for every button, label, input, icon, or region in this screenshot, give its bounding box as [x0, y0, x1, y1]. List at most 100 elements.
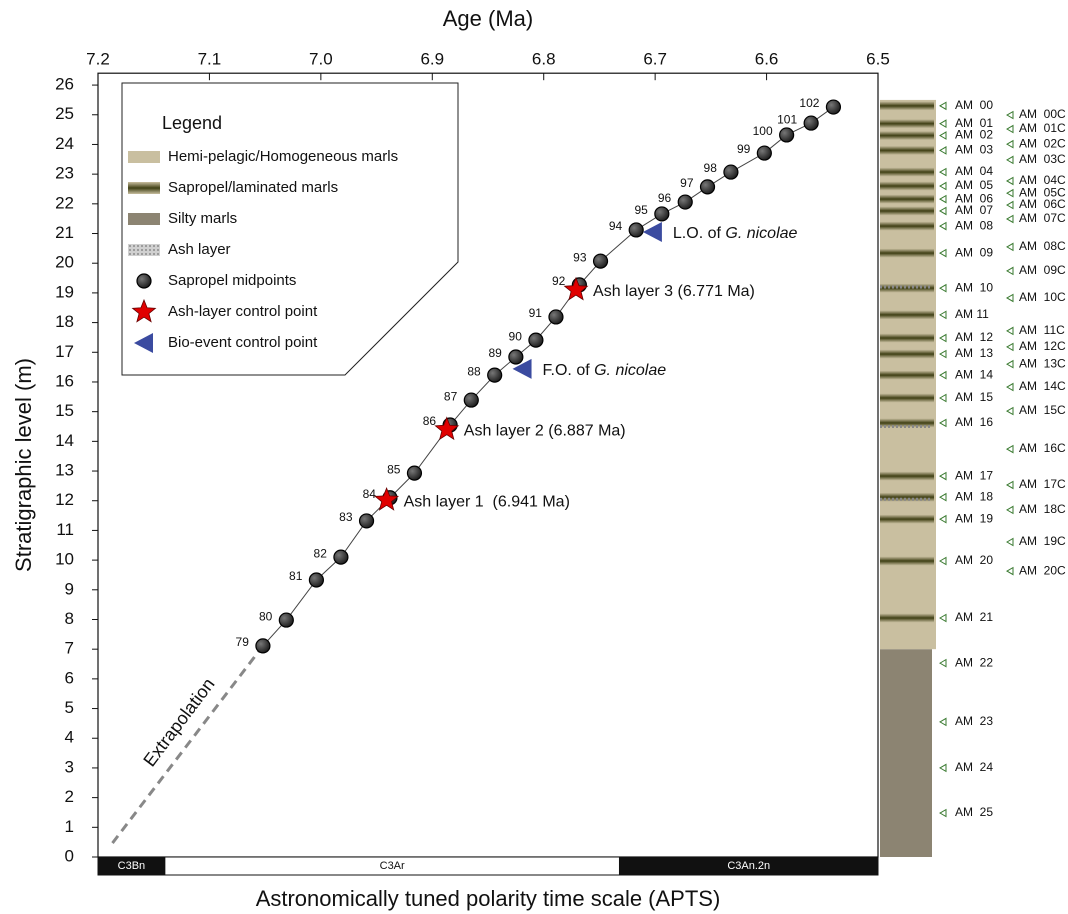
- y-tick-label: 13: [55, 461, 74, 480]
- cycle-marker: [939, 310, 947, 320]
- cycle-c-label: AM 11C: [1019, 323, 1065, 337]
- cycle-label: AM 13: [955, 346, 993, 360]
- sapropel-band: [880, 333, 934, 343]
- sapropel-point: [592, 253, 609, 269]
- cycle-label: AM 18: [955, 489, 993, 503]
- legend-box: [121, 82, 459, 376]
- y-tick-label: 17: [55, 342, 74, 361]
- point-label: 92: [552, 274, 566, 288]
- cycle-c-label: AM 13C: [1019, 356, 1066, 370]
- point-label: 87: [444, 389, 458, 403]
- sapropel-band: [880, 221, 934, 231]
- x-tick-label: 7.2: [86, 49, 110, 68]
- sapropel-band: [880, 206, 934, 216]
- cycle-label: AM 15: [955, 390, 993, 404]
- cycle-c-label: AM 01C: [1019, 121, 1066, 135]
- cycle-label: AM 17: [955, 468, 993, 482]
- sapropel-band: [880, 194, 934, 204]
- cycle-c-marker: [1006, 566, 1014, 576]
- point-label: 83: [339, 510, 353, 524]
- sapropel-point: [756, 145, 772, 161]
- cycle-c-label: AM 09C: [1019, 263, 1066, 277]
- point-label: 82: [314, 546, 328, 560]
- cycle-marker: [939, 808, 947, 818]
- y-tick-label: 21: [55, 223, 74, 242]
- cycle-marker: [939, 333, 947, 343]
- point-label: 79: [236, 635, 250, 649]
- ash-point: [563, 276, 589, 301]
- cycle-marker: [939, 492, 947, 502]
- y-tick-label: 11: [56, 520, 74, 539]
- annotation-species: G. nicolae: [594, 362, 666, 379]
- y-tick-label: 20: [55, 253, 74, 272]
- cycle-label: AM 16: [955, 415, 993, 429]
- y-tick-label: 2: [65, 787, 74, 806]
- cycle-c-label: AM 18C: [1019, 502, 1066, 516]
- sapropel-point: [803, 115, 819, 131]
- point-label: 88: [467, 364, 481, 378]
- cycle-label: AM 20: [955, 553, 993, 567]
- point-label: 102: [799, 96, 819, 110]
- sapropel-point: [487, 367, 503, 383]
- cycle-c-label: AM 03C: [1019, 152, 1066, 166]
- sapropel-point: [654, 206, 670, 222]
- y-tick-label: 22: [55, 193, 74, 212]
- cycle-label: AM 21: [955, 610, 993, 624]
- y-tick-label: 9: [65, 579, 74, 598]
- cycle-c-marker: [1006, 214, 1014, 224]
- cycle-label: AM 02: [955, 128, 993, 142]
- sapropel-band: [880, 310, 934, 320]
- x-tick-label: 6.8: [532, 49, 556, 68]
- cycle-marker: [939, 181, 947, 191]
- bio-point: [642, 222, 662, 243]
- sapropel-band: [880, 613, 934, 623]
- cycle-label: AM 11: [955, 307, 989, 321]
- cycle-marker: [939, 763, 947, 773]
- sapropel-point: [548, 309, 564, 325]
- silty-marls: [880, 649, 932, 857]
- point-label: 89: [488, 346, 502, 360]
- sapropel-point: [528, 332, 544, 348]
- point-label: 86: [423, 414, 437, 428]
- cycle-marker: [939, 248, 947, 258]
- extrapolation-line: [111, 644, 265, 844]
- bio-point: [512, 358, 532, 379]
- cycle-c-marker: [1006, 200, 1014, 210]
- point-annotation: F.O. of G. nicolae: [543, 362, 667, 379]
- sapropel-point: [406, 465, 423, 481]
- cycle-c-marker: [1006, 266, 1014, 276]
- ash-point: [374, 487, 400, 511]
- y-tick-label: 16: [55, 371, 74, 390]
- sapropel-point: [723, 164, 739, 180]
- cycle-c-marker: [1006, 124, 1014, 134]
- sapropel-point: [677, 194, 693, 210]
- cycle-c-label: AM 02C: [1019, 136, 1066, 150]
- annotation-species: G. nicolae: [725, 225, 797, 242]
- cycle-c-label: AM 12C: [1019, 339, 1066, 353]
- point-annotation: Ash layer 1 (6.941 Ma): [404, 493, 570, 510]
- point-label: 93: [573, 250, 587, 264]
- point-label: 95: [634, 203, 648, 217]
- legend-swatch: [128, 244, 160, 256]
- ash-point: [131, 298, 157, 323]
- legend-swatch: [128, 151, 160, 163]
- sapropel-band: [880, 119, 934, 129]
- cycle-c-marker: [1006, 242, 1014, 252]
- sapropel-band: [880, 514, 934, 524]
- point-label: 96: [658, 191, 672, 205]
- sapropel-band: [880, 370, 934, 380]
- sapropel-point: [136, 273, 152, 289]
- cycle-c-label: AM 15C: [1019, 403, 1066, 417]
- x-tick-label: 6.9: [420, 49, 444, 68]
- sapropel-band: [880, 167, 934, 177]
- sapropel-point: [825, 99, 842, 115]
- legend-label: Sapropel midpoints: [168, 272, 296, 289]
- cycle-marker: [939, 221, 947, 231]
- y-tick-label: 8: [65, 609, 74, 628]
- y-tick-label: 4: [65, 728, 74, 747]
- legend-label: Ash layer: [168, 241, 231, 258]
- cycle-label: AM 01: [955, 116, 993, 130]
- sapropel-band: [880, 393, 934, 403]
- point-label: 99: [737, 142, 751, 156]
